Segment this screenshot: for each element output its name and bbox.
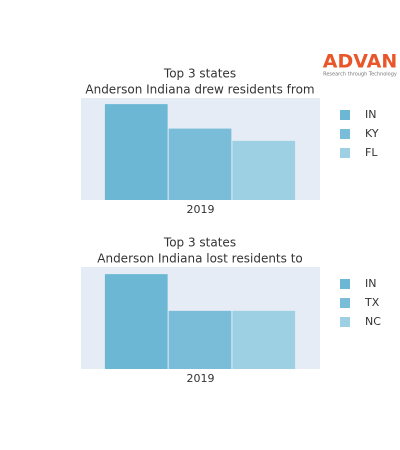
- bar: [104, 274, 168, 369]
- bar: [232, 310, 296, 369]
- legend-swatch: [340, 298, 350, 308]
- x-tick-label: 2019: [187, 372, 215, 385]
- bar: [168, 310, 232, 369]
- legend-swatch: [340, 148, 350, 158]
- chart-title: Anderson Indiana lost residents to: [97, 252, 303, 266]
- legend-label: NC: [365, 315, 381, 328]
- legend-label: IN: [365, 277, 376, 290]
- bar: [168, 128, 232, 200]
- chart-title: Anderson Indiana drew residents from: [85, 83, 314, 97]
- legend-swatch: [340, 129, 350, 139]
- legend-label: IN: [365, 108, 376, 121]
- legend-swatch: [340, 279, 350, 289]
- bar: [104, 104, 168, 200]
- legend-label: KY: [365, 127, 379, 140]
- chart-title: Top 3 states: [163, 67, 236, 81]
- logo-text: ADVAN: [323, 51, 398, 73]
- legend-swatch: [340, 317, 350, 327]
- legend-swatch: [340, 110, 350, 120]
- legend-label: FL: [365, 146, 378, 159]
- logo-tagline: Research through Technology: [323, 72, 397, 78]
- chart-title: Top 3 states: [163, 236, 236, 250]
- bar: [232, 140, 296, 200]
- legend-label: TX: [364, 296, 380, 309]
- x-tick-label: 2019: [187, 203, 215, 216]
